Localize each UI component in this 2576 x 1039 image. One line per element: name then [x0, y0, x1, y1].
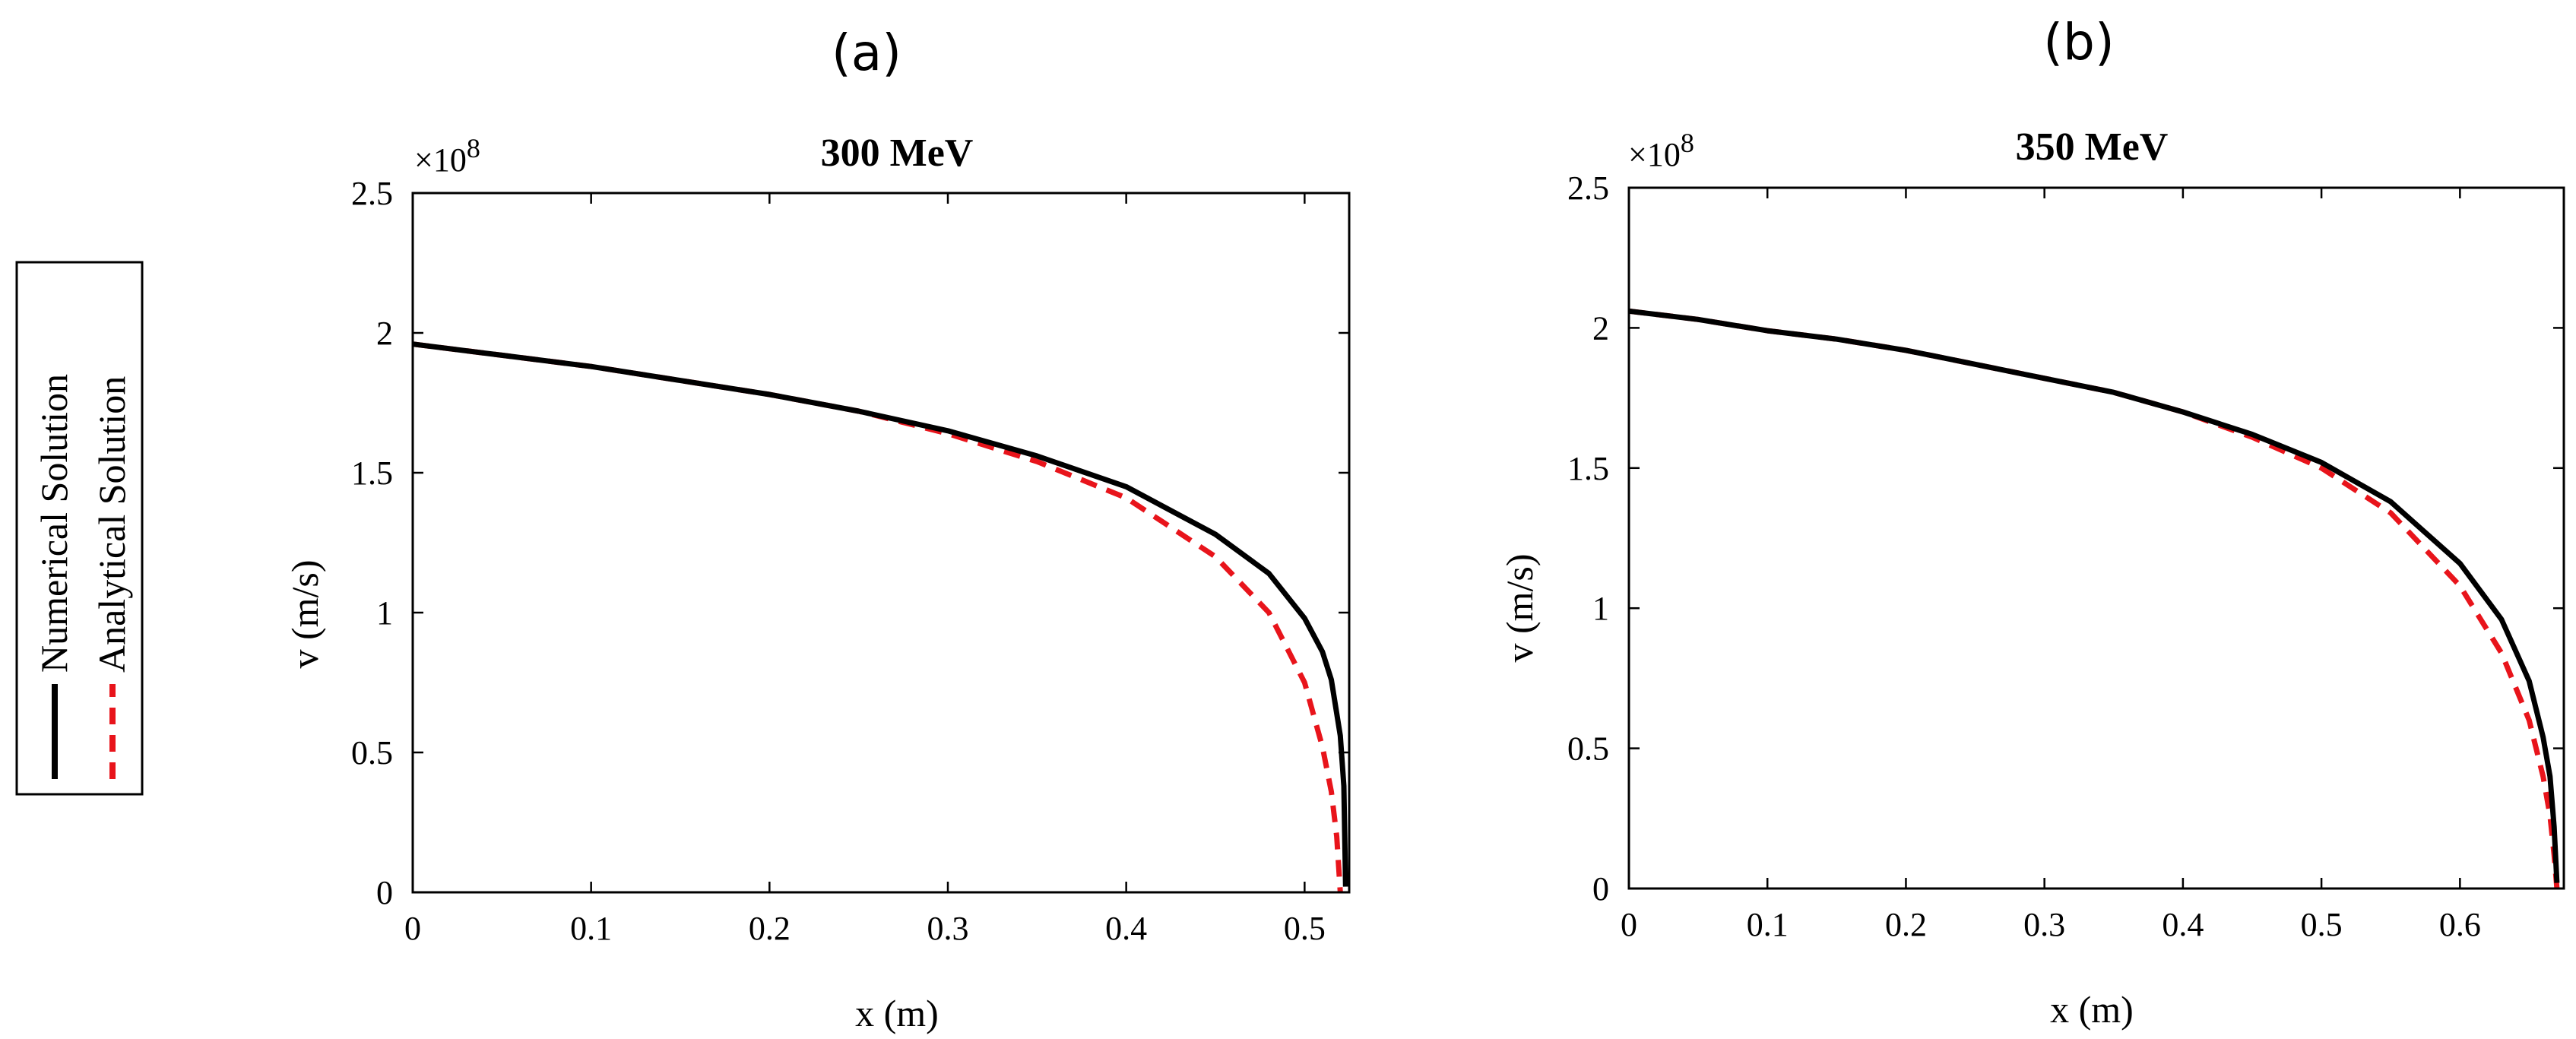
series-line-numerical-a — [412, 341, 1348, 887]
y-tick-label-a: 1.5 — [351, 455, 393, 492]
x-axis-label-a: x (m) — [855, 992, 939, 1034]
x-tick-label-b: 0.6 — [2439, 906, 2481, 943]
series-line-analytical-b — [1628, 308, 2560, 889]
y-tick-label-b: 1 — [1592, 590, 1609, 627]
series-line-numerical-b — [1628, 308, 2560, 883]
x-axis-label-b: x (m) — [2050, 988, 2134, 1031]
legend-box — [15, 261, 144, 796]
y-tick-label-a: 0.5 — [351, 734, 393, 771]
y-tick-label-a: 2 — [376, 315, 393, 352]
y-tick-label-a: 0 — [376, 874, 393, 911]
x-tick-label-a: 0.1 — [570, 910, 612, 947]
x-tick-label-a: 0.2 — [749, 910, 791, 947]
y-tick-label-a: 1 — [376, 594, 393, 632]
x-tick-label-a: 0.3 — [927, 910, 969, 947]
panel-label-b: (b) — [2043, 13, 2114, 71]
panel-b: (b) 350 MeV ×108 v (m/s) x (m) 0 0.1 0.2 0.… — [1498, 13, 2565, 1031]
legend: Numerical Solution Analytical Solution — [15, 261, 144, 796]
x-tick-label-a: 0.4 — [1105, 910, 1147, 947]
x-tick-label-b: 0.2 — [1885, 906, 1927, 943]
y-tick-label-b: 2.5 — [1567, 169, 1609, 207]
panel-label-a: (a) — [832, 24, 901, 82]
x-tick-label-a: 0 — [404, 910, 421, 947]
y-tick-label-a: 2.5 — [351, 175, 393, 212]
y-tick-label-b: 1.5 — [1567, 450, 1609, 487]
x-tick-label-a: 0.5 — [1284, 910, 1326, 947]
y-tick-label-b: 2 — [1592, 309, 1609, 347]
y-exponent-b: ×108 — [1628, 128, 1694, 173]
legend-label-numerical: Numerical Solution — [33, 374, 75, 673]
series-line-analytical-a — [412, 341, 1343, 893]
chart-title-a: 300 MeV — [821, 131, 974, 175]
y-axis-label-a: v (m/s) — [284, 559, 326, 668]
x-tick-label-b: 0.3 — [2023, 906, 2065, 943]
panel-a: (a) 300 MeV ×108 v (m/s) x (m) 0 0.1 0.2 0.… — [284, 24, 1351, 1034]
chart-title-b: 350 MeV — [2016, 125, 2169, 169]
legend-label-analytical: Analytical Solution — [90, 376, 133, 673]
x-tick-label-b: 0.5 — [2301, 906, 2343, 943]
y-exponent-a: ×108 — [414, 133, 480, 179]
plot-frame-b — [1627, 186, 2565, 890]
x-tick-label-b: 0.4 — [2162, 906, 2204, 943]
x-tick-label-b: 0 — [1621, 906, 1637, 943]
x-tick-label-b: 0.1 — [1747, 906, 1789, 943]
y-tick-label-b: 0 — [1592, 870, 1609, 908]
y-tick-label-b: 0.5 — [1567, 730, 1609, 768]
plot-frame-a — [411, 192, 1351, 894]
y-axis-label-b: v (m/s) — [1498, 553, 1541, 662]
